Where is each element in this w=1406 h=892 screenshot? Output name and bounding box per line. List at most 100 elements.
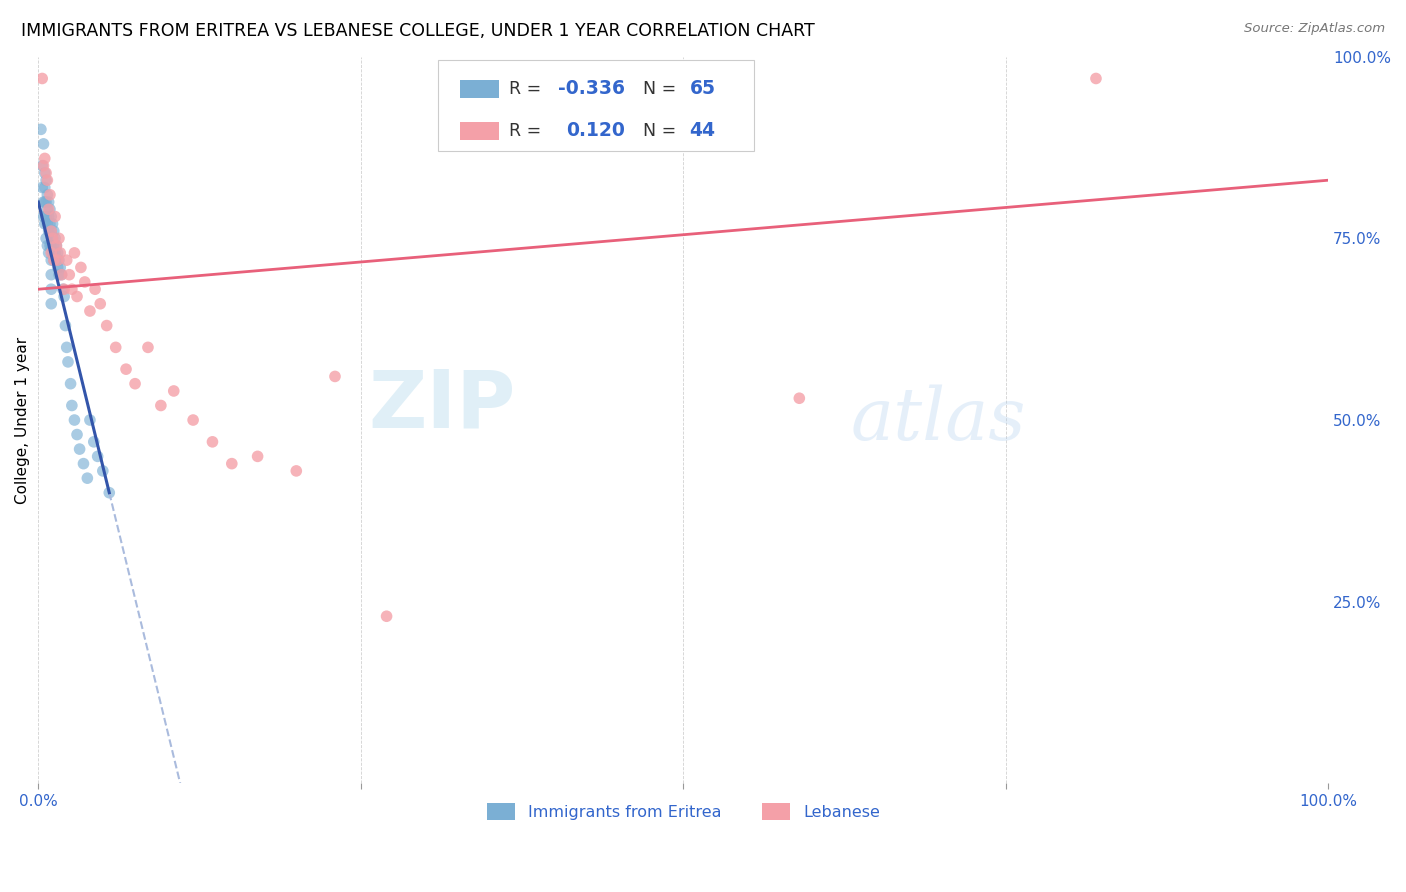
Point	[35, 210, 58, 224]
Point	[1084, 71, 1107, 86]
Point	[48, 231, 70, 245]
Point	[38, 202, 60, 217]
Point	[46, 260, 69, 275]
Point	[32, 194, 55, 209]
Point	[38, 246, 60, 260]
Point	[42, 253, 65, 268]
Point	[69, 442, 91, 456]
Point	[66, 427, 89, 442]
Point	[201, 434, 224, 449]
Point	[46, 253, 69, 268]
Text: N =: N =	[644, 122, 676, 140]
Point	[115, 362, 138, 376]
Point	[84, 282, 107, 296]
Point	[60, 399, 83, 413]
Point	[45, 238, 67, 252]
Point	[285, 464, 308, 478]
Point	[55, 340, 77, 354]
Text: IMMIGRANTS FROM ERITREA VS LEBANESE COLLEGE, UNDER 1 YEAR CORRELATION CHART: IMMIGRANTS FROM ERITREA VS LEBANESE COLL…	[21, 22, 815, 40]
Point	[86, 450, 108, 464]
Point	[49, 260, 72, 275]
Point	[163, 384, 186, 398]
Point	[39, 246, 62, 260]
Point	[76, 471, 98, 485]
Point	[37, 238, 59, 252]
Point	[34, 152, 56, 166]
Text: 44: 44	[690, 121, 716, 140]
Point	[323, 369, 346, 384]
Point	[53, 289, 76, 303]
Point	[42, 253, 65, 268]
Point	[42, 238, 65, 252]
Point	[124, 376, 146, 391]
Point	[41, 217, 63, 231]
Point	[37, 173, 59, 187]
Point	[72, 457, 94, 471]
FancyBboxPatch shape	[439, 61, 754, 151]
Point	[34, 166, 56, 180]
Point	[39, 210, 62, 224]
Point	[70, 260, 93, 275]
Point	[49, 246, 72, 260]
Point	[37, 217, 59, 231]
Point	[38, 194, 60, 209]
Point	[51, 268, 73, 282]
Point	[35, 194, 58, 209]
Point	[136, 340, 159, 354]
Point	[34, 194, 56, 209]
Point	[39, 217, 62, 231]
Text: 65: 65	[690, 79, 716, 98]
Point	[52, 282, 75, 296]
Point	[48, 268, 70, 282]
Point	[39, 224, 62, 238]
Point	[55, 253, 77, 268]
Text: N =: N =	[644, 79, 676, 97]
Point	[38, 224, 60, 238]
Point	[181, 413, 204, 427]
Point	[37, 202, 59, 217]
Point	[46, 246, 69, 260]
Point	[41, 246, 63, 260]
Legend: Immigrants from Eritrea, Lebanese: Immigrants from Eritrea, Lebanese	[481, 797, 886, 826]
Point	[246, 450, 269, 464]
Point	[45, 253, 67, 268]
Point	[79, 304, 101, 318]
Point	[31, 180, 53, 194]
Text: R =: R =	[509, 122, 541, 140]
Point	[221, 457, 243, 471]
Point	[58, 268, 80, 282]
Point	[53, 282, 76, 296]
Point	[63, 246, 86, 260]
Point	[42, 224, 65, 238]
Point	[34, 180, 56, 194]
Point	[789, 391, 811, 405]
Point	[73, 275, 96, 289]
Point	[35, 173, 58, 187]
Point	[31, 159, 53, 173]
Point	[60, 282, 83, 296]
Point	[34, 217, 56, 231]
Point	[39, 282, 62, 296]
Point	[89, 297, 111, 311]
Point	[32, 210, 55, 224]
Point	[55, 318, 77, 333]
Point	[32, 136, 55, 151]
Point	[44, 210, 66, 224]
Point	[39, 187, 62, 202]
Point	[41, 231, 63, 245]
Point	[38, 210, 60, 224]
Point	[41, 231, 63, 245]
Point	[32, 159, 55, 173]
Point	[59, 376, 82, 391]
Point	[91, 464, 114, 478]
Point	[39, 238, 62, 252]
Text: 0.120: 0.120	[565, 121, 624, 140]
Point	[39, 253, 62, 268]
Point	[56, 355, 79, 369]
Point	[39, 238, 62, 252]
Point	[45, 238, 67, 252]
Point	[39, 202, 62, 217]
Point	[66, 289, 89, 303]
Point	[44, 246, 66, 260]
Point	[35, 166, 58, 180]
